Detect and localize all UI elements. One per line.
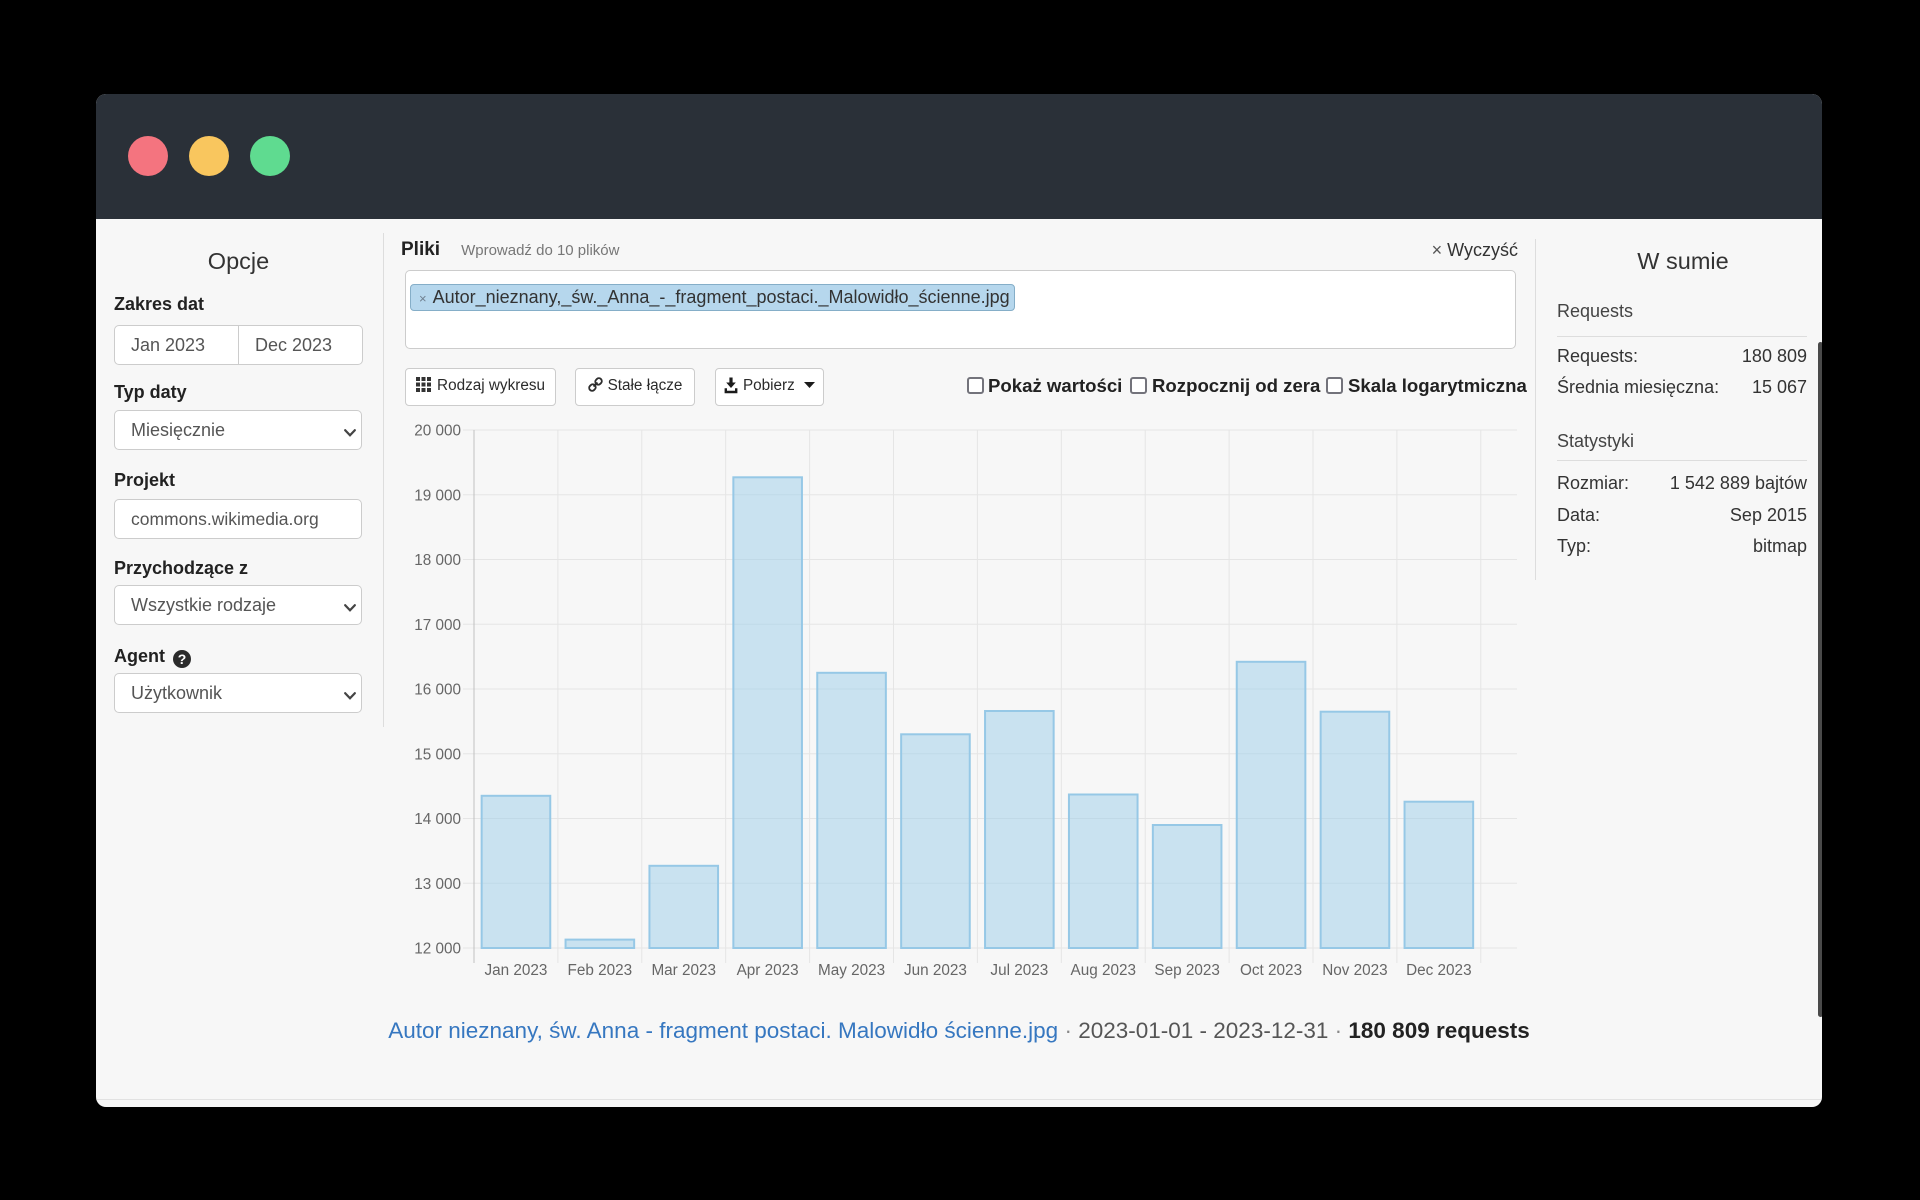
svg-text:19 000: 19 000 (414, 487, 461, 504)
svg-text:Jul 2023: Jul 2023 (990, 962, 1048, 979)
svg-text:Sep 2023: Sep 2023 (1154, 962, 1220, 979)
svg-text:Dec 2023: Dec 2023 (1406, 962, 1471, 979)
svg-text:Oct 2023: Oct 2023 (1240, 962, 1302, 979)
svg-text:Feb 2023: Feb 2023 (568, 962, 633, 979)
svg-text:17 000: 17 000 (414, 617, 461, 634)
svg-text:May 2023: May 2023 (818, 962, 885, 979)
svg-text:20 000: 20 000 (414, 423, 461, 440)
svg-text:12 000: 12 000 (414, 941, 461, 958)
svg-text:13 000: 13 000 (414, 876, 461, 893)
svg-text:15 000: 15 000 (414, 746, 461, 763)
svg-text:Jan 2023: Jan 2023 (484, 962, 547, 979)
svg-text:Nov 2023: Nov 2023 (1322, 962, 1387, 979)
svg-text:Jun 2023: Jun 2023 (904, 962, 967, 979)
svg-text:Mar 2023: Mar 2023 (651, 962, 716, 979)
svg-text:16 000: 16 000 (414, 682, 461, 699)
svg-text:Apr 2023: Apr 2023 (737, 962, 799, 979)
svg-text:18 000: 18 000 (414, 552, 461, 569)
svg-text:Aug 2023: Aug 2023 (1071, 962, 1137, 979)
svg-text:14 000: 14 000 (414, 811, 461, 828)
